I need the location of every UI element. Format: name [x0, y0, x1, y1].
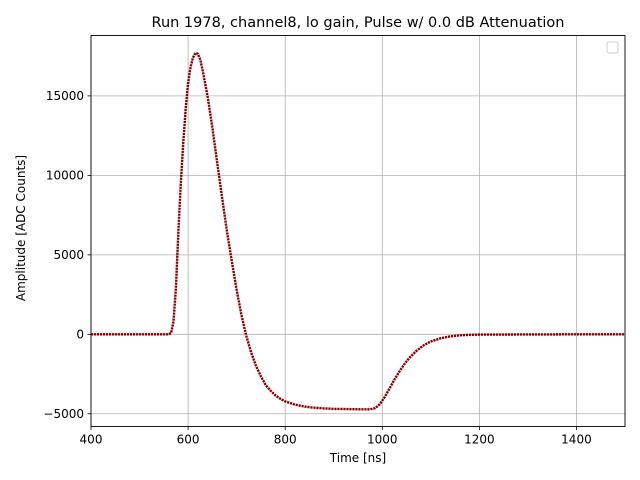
x-axis-ticks: 400 600 800 1000 1200 1400 — [80, 426, 592, 447]
y-tick-label: −5000 — [43, 407, 84, 421]
y-tick-label: 15000 — [46, 89, 84, 103]
plot-frame — [90, 35, 626, 427]
x-tick-label: 600 — [177, 433, 200, 447]
chart-title: Run 1978, channel8, lo gain, Pulse w/ 0.… — [152, 15, 565, 31]
y-axis-ticks: −5000 0 5000 10000 15000 — [43, 89, 91, 421]
y-tick-label: 10000 — [46, 169, 84, 183]
y-tick-label: 5000 — [53, 248, 84, 262]
data-layer — [91, 51, 625, 411]
grid — [90, 35, 625, 427]
x-tick-label: 800 — [274, 433, 297, 447]
x-tick-label: 1000 — [367, 433, 398, 447]
legend-box — [606, 41, 619, 54]
x-tick-label: 1400 — [561, 433, 592, 447]
x-tick-label: 1200 — [464, 433, 495, 447]
x-axis-title: Time [ns] — [329, 451, 386, 465]
pulse-series — [91, 51, 625, 411]
y-tick-label: 0 — [76, 328, 84, 342]
x-tick-label: 400 — [80, 433, 103, 447]
y-axis-title: Amplitude [ADC Counts] — [14, 155, 28, 301]
